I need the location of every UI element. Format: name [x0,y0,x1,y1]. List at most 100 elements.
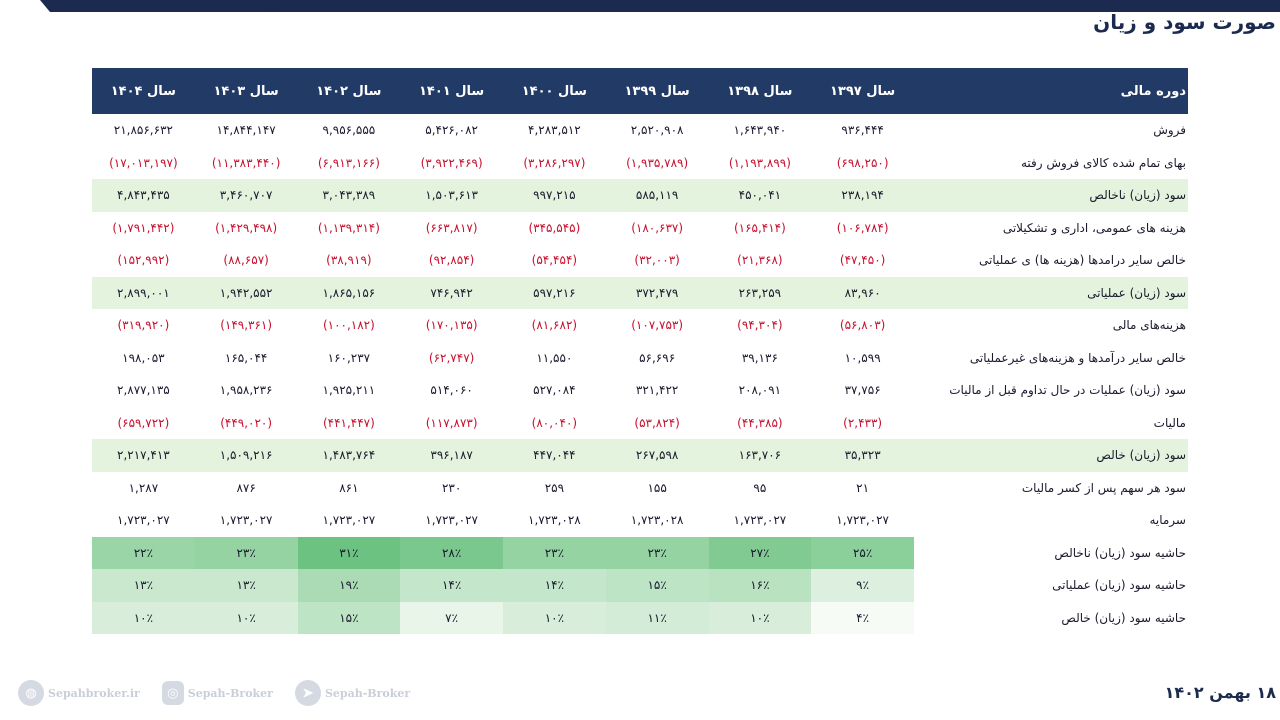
row-label: حاشیه سود (زیان) خالص [914,601,1188,634]
value-cell: ۱,۷۲۳,۰۲۷ [322,513,376,528]
margin-cell: ۱۵٪ [297,601,401,634]
value-cell: (۶,۹۱۳,۱۶۶) [317,155,380,170]
margin-cell: ۱۳٪ [194,569,298,602]
table-row: بهای تمام شده کالای فروش رفته (۶۹۸,۲۵۰) (۱… [92,147,1188,180]
value-cell: ۲,۲۱۷,۴۱۳ [92,439,195,472]
website-text: Sepahbroker.ir [48,686,140,700]
margin-cell: ۲۳٪ [605,536,709,569]
value-cell: (۴۴,۳۸۵) [737,415,783,430]
income-statement-table: دوره مالی سال ۱۳۹۷ سال ۱۳۹۸ سال ۱۳۹۹ سال… [92,68,1188,634]
table-row: خالص سایر درامدها (هزینه ها) ی عملیاتی (۴… [92,244,1188,277]
row-label: خالص سایر درآمدها و هزینه‌های غیرعملیاتی [969,350,1186,365]
value-cell: ۴,۸۴۳,۴۳۵ [92,179,195,212]
value-cell: ۱,۹۴۲,۵۵۲ [194,276,298,309]
instagram-link[interactable]: ◎ Sepah-Broker [161,681,273,705]
value-cell: ۸۶۱ [339,480,359,495]
table-row: سود (زیان) عملیات در حال تداوم قبل از ما… [92,374,1188,407]
value-cell: ۳۲۱,۴۲۲ [635,383,679,398]
value-cell: ۱۶۵,۰۴۴ [224,350,268,365]
margin-cell: ۱۶٪ [708,569,812,602]
period-header: دوره مالی [914,68,1188,114]
row-label: هزینه های عمومی، اداری و تشکیلاتی [1002,220,1186,235]
row-label: حاشیه سود (زیان) ناخالص [914,536,1188,569]
value-cell: (۱,۱۹۳,۸۹۹) [728,155,791,170]
year-header: سال ۱۴۰۴ [92,68,195,114]
value-cell: (۴۴۱,۴۴۷) [322,415,375,430]
value-cell: ۱,۷۲۳,۰۲۷ [219,513,273,528]
table-row: فروش ۹۳۶,۴۴۴ ۱,۶۴۳,۹۴۰ ۲,۵۲۰,۹۰۸ ۴,۲۸۳,۵۱۲ ۵,… [92,114,1188,147]
table-row: سود (زیان) خالص ۳۵,۳۲۳ ۱۶۳,۷۰۶ ۲۶۷,۵۹۸ ۴۴۷,۰… [92,439,1188,472]
value-cell: ۲۰۸,۰۹۱ [738,383,782,398]
margin-cell: ۱۵٪ [605,569,709,602]
value-cell: (۸۸,۶۵۷) [223,253,269,268]
instagram-icon: ◎ [161,681,184,705]
margin-cell: ۱۴٪ [503,569,606,602]
margin-cell: ۱۰٪ [503,601,606,634]
value-cell: (۹۲,۸۵۴) [428,253,475,268]
value-cell: ۹,۹۵۶,۵۵۵ [322,123,376,138]
value-cell: ۲۳۰ [441,480,462,495]
value-cell: (۶۹۸,۲۵۰) [836,155,889,170]
value-cell: ۱,۵۰۹,۲۱۶ [194,439,298,472]
row-label: سود هر سهم پس از کسر مالیات [1021,480,1186,495]
value-cell: (۱۶۵,۴۱۴) [733,220,786,235]
table-row: هزینه های عمومی، اداری و تشکیلاتی (۱۰۶,۷۸… [92,212,1188,245]
value-cell: (۸۱,۶۸۲) [531,318,578,333]
value-cell: ۵۲۷,۰۸۴ [533,383,576,398]
website-link[interactable]: ◍ Sepahbroker.ir [18,680,140,706]
top-banner [0,0,1280,12]
value-cell: (۱۷,۰۱۳,۱۹۷) [109,155,178,170]
year-header: سال ۱۴۰۰ [503,68,606,114]
value-cell: ۱۴,۸۴۴,۱۴۷ [216,123,276,138]
value-cell: (۹۴,۳۰۴) [737,318,783,333]
margin-cell: ۹٪ [811,569,914,602]
year-header: سال ۱۳۹۹ [605,68,709,114]
value-cell: ۹۹۷,۲۱۵ [503,179,606,212]
value-cell: (۶۶۳,۸۱۷) [425,220,478,235]
table-row: خالص سایر درآمدها و هزینه‌های غیرعملیاتی… [92,342,1188,375]
table-row: سود (زیان) ناخالص ۲۳۸,۱۹۴ ۴۵۰,۰۴۱ ۵۸۵,۱۱۹ ۹۹… [92,179,1188,212]
margin-cell: ۷٪ [400,601,503,634]
value-cell: ۹۳۶,۴۴۴ [841,123,884,138]
margin-row: حاشیه سود (زیان) ناخالص ۲۵٪ ۲۷٪ ۲۳٪ ۲۳٪ ۲۸٪ ۳۱… [92,536,1188,569]
value-cell: ۵۸۵,۱۱۹ [605,179,709,212]
margin-cell: ۱۳٪ [92,569,195,602]
value-cell: ۳۷۲,۴۷۹ [605,276,709,309]
value-cell: ۹۵ [753,480,767,495]
value-cell: ۱۵۵ [647,480,667,495]
margin-cell: ۱۰٪ [92,601,195,634]
value-cell: ۳۹,۱۳۶ [741,350,778,365]
value-cell: (۵۶,۸۰۳) [839,318,886,333]
year-header: سال ۱۴۰۲ [297,68,401,114]
value-cell: (۵۳,۸۲۴) [634,415,680,430]
year-header: سال ۱۴۰۱ [400,68,503,114]
instagram-text: Sepah-Broker [187,686,273,700]
value-cell: ۲۶۷,۵۹۸ [605,439,709,472]
telegram-text: Sepah-Broker [324,686,411,700]
value-cell: ۳۷,۷۵۶ [844,383,881,398]
value-cell: ۱,۸۶۵,۱۵۶ [297,276,401,309]
value-cell: ۵۶,۶۹۶ [639,350,676,365]
value-cell: (۳,۹۲۲,۴۶۹) [420,155,483,170]
value-cell: ۳,۰۴۳,۳۸۹ [297,179,401,212]
row-label: خالص سایر درامدها (هزینه ها) ی عملیاتی [979,253,1186,268]
margin-cell: ۱۰٪ [194,601,298,634]
value-cell: ۲۶۳,۲۵۹ [708,276,812,309]
value-cell: ۱,۲۸۷ [128,480,159,495]
value-cell: ۲۵۹ [544,480,565,495]
value-cell: ۱,۷۲۳,۰۲۷ [117,513,170,528]
value-cell: ۴,۲۸۳,۵۱۲ [528,123,581,138]
margin-cell: ۲۳٪ [503,536,606,569]
value-cell: ۸۷۶ [236,480,256,495]
telegram-link[interactable]: ➤ Sepah-Broker [294,680,411,706]
value-cell: (۸۰,۰۴۰) [531,415,578,430]
value-cell: ۱,۷۲۳,۰۲۷ [733,513,787,528]
value-cell: ۱۰,۵۹۹ [844,350,881,365]
value-cell: ۵,۴۲۶,۰۸۲ [425,123,478,138]
value-cell: ۸۳,۹۶۰ [811,276,914,309]
value-cell: ۲۱ [856,480,870,495]
value-cell: ۳۵,۳۲۳ [811,439,914,472]
value-cell: (۲۱,۳۶۸) [737,253,783,268]
value-cell: (۱,۹۳۵,۷۸۹) [626,155,689,170]
value-cell: (۵۴,۴۵۴) [531,253,578,268]
